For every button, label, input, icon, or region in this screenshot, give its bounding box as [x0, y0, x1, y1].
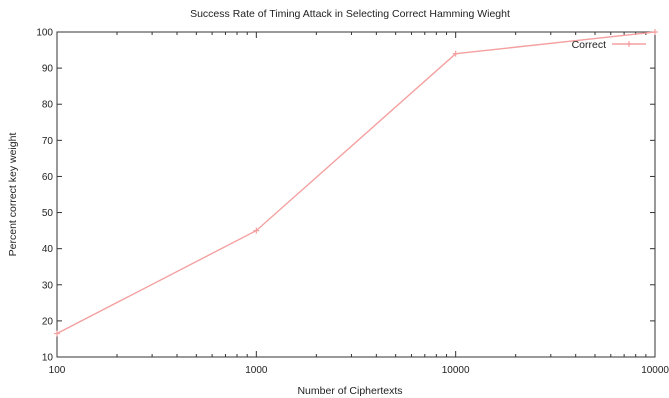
- y-tick-label: 60: [42, 172, 54, 183]
- data-point: [253, 227, 260, 234]
- y-axis-label: Percent correct key weight: [7, 133, 19, 257]
- x-tick-label: 1000: [245, 365, 268, 376]
- x-tick-label: 10000: [442, 365, 470, 376]
- x-tick-label: 10000: [641, 365, 669, 376]
- x-tick-label: 100: [49, 365, 66, 376]
- data-point: [54, 330, 60, 337]
- y-tick-label: 10: [42, 353, 54, 364]
- y-tick-label: 50: [42, 208, 54, 219]
- y-tick-label: 100: [36, 28, 53, 39]
- y-tick-label: 90: [42, 64, 54, 75]
- legend-label: Correct: [572, 39, 607, 51]
- y-axis-ticks: 10 20 30 40 50 60 70 80 90 100: [36, 28, 655, 364]
- plot-frame: [56, 31, 656, 358]
- y-tick-label: 70: [42, 136, 54, 147]
- y-tick-label: 80: [42, 100, 54, 111]
- data-point: [452, 50, 459, 57]
- y-tick-label: 20: [42, 316, 54, 327]
- x-axis-label: Number of Ciphertexts: [297, 385, 402, 397]
- y-tick-label: 40: [42, 244, 54, 255]
- legend-marker: [626, 41, 632, 47]
- y-tick-label: 30: [42, 280, 54, 291]
- series-line-correct: [56, 31, 656, 335]
- legend: Correct: [572, 39, 646, 51]
- data-point: [652, 29, 658, 35]
- series-layer: [54, 29, 658, 337]
- chart-title: Success Rate of Timing Attack in Selecti…: [190, 8, 510, 20]
- x-axis-ticks: 100 1000 10000 10000: [49, 32, 669, 376]
